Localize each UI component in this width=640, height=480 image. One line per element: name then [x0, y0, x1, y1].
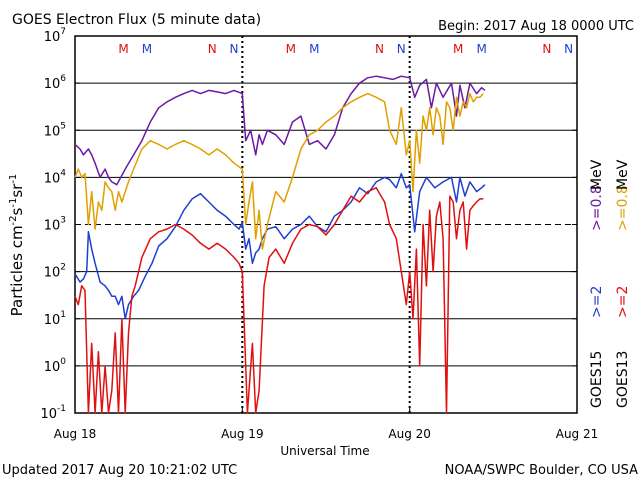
credit-line: NOAA/SWPC Boulder, CO USA: [445, 463, 638, 478]
y-tick-label-0: 100: [44, 357, 67, 375]
marker-n-3: N: [229, 42, 238, 56]
marker-n-10: N: [542, 42, 551, 56]
marker-m-9: M: [476, 42, 486, 56]
legend-ge08-goes15: >=0.8: [589, 185, 605, 231]
series-line-ge08_13: [74, 92, 484, 250]
series-line-ge2_13: [74, 187, 484, 414]
marker-n-2: N: [208, 42, 217, 56]
legend-ge08-goes13: >=0.8: [615, 185, 631, 231]
grid-lines: [75, 36, 577, 413]
x-tick-label-2: Aug 20: [388, 427, 431, 441]
marker-m-4: M: [286, 42, 296, 56]
marker-m-1: M: [142, 42, 152, 56]
x-axis-ticks: Aug 18 Aug 19 Aug 20 Aug 21: [54, 407, 599, 441]
legend-unit-goes15: MeV: [589, 159, 605, 190]
legend: GOES15 GOES13 >=2 >=2 >=0.8 >=0.8 MeV Me…: [589, 159, 631, 408]
y-axis-label: Particles cm-2s-1sr-1: [8, 174, 26, 317]
y-tick-label-5: 105: [44, 121, 66, 139]
marker-n-6: N: [375, 42, 384, 56]
series-line-ge2_15: [74, 172, 486, 320]
y-tick-label-7: 107: [44, 27, 66, 45]
y-tick-label-1: 101: [44, 310, 66, 328]
marker-n-11: N: [564, 42, 573, 56]
legend-ge2-goes15: >=2: [589, 286, 605, 318]
y-axis-ticks: 10-1 100 101 102 103 104 105 106 107: [40, 27, 577, 422]
legend-goes15: GOES15: [589, 351, 605, 408]
x-tick-label-1: Aug 19: [221, 427, 264, 441]
legend-goes13: GOES13: [615, 351, 631, 408]
y-tick-label--1: 10-1: [40, 404, 66, 422]
marker-m-0: M: [118, 42, 128, 56]
series-line-ge08_15: [74, 75, 486, 186]
legend-unit-goes13: MeV: [615, 159, 631, 190]
flux-series: [74, 75, 486, 414]
legend-ge2-goes13: >=2: [615, 286, 631, 318]
y-tick-label-4: 104: [44, 168, 67, 186]
y-tick-label-6: 106: [44, 74, 67, 92]
y-tick-label-2: 102: [44, 263, 66, 281]
begin-date: Begin: 2017 Aug 18 0000 UTC: [438, 19, 634, 34]
marker-m-5: M: [309, 42, 319, 56]
chart-title: GOES Electron Flux (5 minute data): [12, 12, 261, 28]
y-tick-label-3: 103: [44, 216, 66, 234]
x-axis-label: Universal Time: [280, 444, 369, 458]
updated-timestamp: Updated 2017 Aug 20 10:21:02 UTC: [2, 463, 237, 478]
marker-n-7: N: [397, 42, 406, 56]
marker-m-8: M: [453, 42, 463, 56]
x-tick-label-0: Aug 18: [54, 427, 97, 441]
x-tick-label-3: Aug 21: [556, 427, 599, 441]
